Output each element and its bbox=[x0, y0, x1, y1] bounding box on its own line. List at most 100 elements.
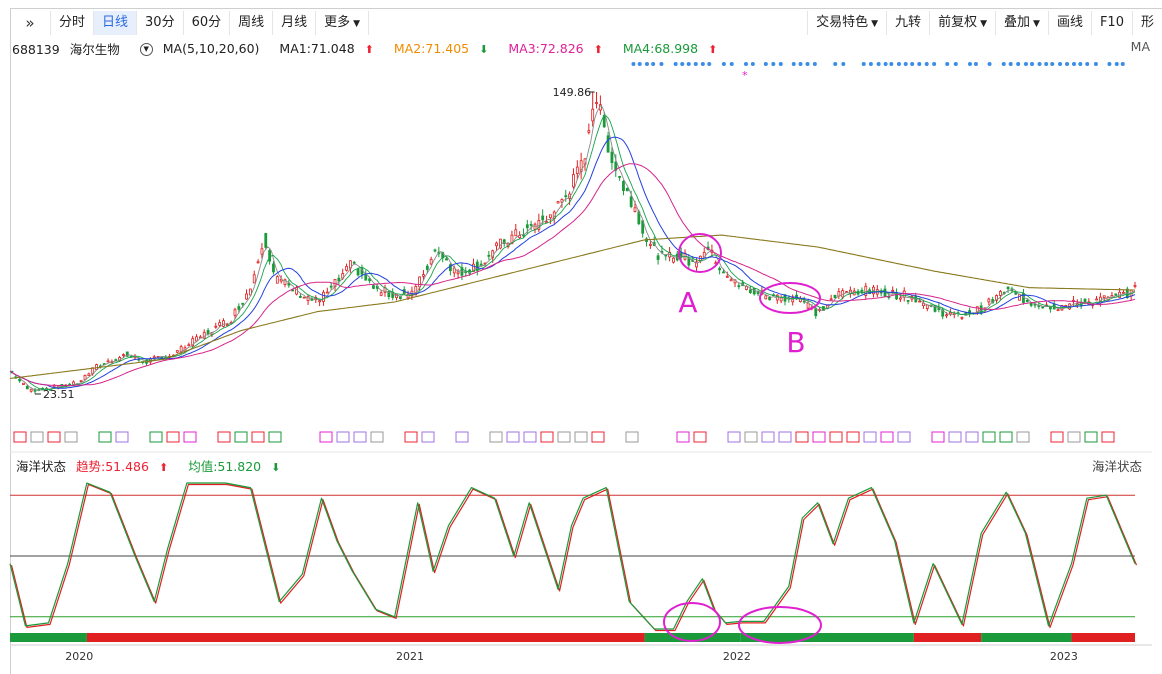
signal-marker bbox=[1084, 431, 1098, 443]
tab-weekly[interactable]: 周线 bbox=[230, 11, 274, 35]
candle-body bbox=[518, 235, 522, 239]
tab-monthly[interactable]: 月线 bbox=[273, 11, 317, 35]
ma-settings[interactable]: ▼ MA(5,10,20,60) bbox=[139, 40, 270, 56]
candle-body bbox=[114, 359, 118, 362]
signal-marker bbox=[98, 431, 112, 443]
tab-intraday[interactable]: 分时 bbox=[51, 11, 95, 35]
ma10-line bbox=[9, 115, 1136, 391]
candle-body bbox=[256, 261, 260, 264]
candle-body bbox=[433, 249, 437, 252]
dropdown-circle-icon[interactable]: ▼ bbox=[139, 42, 153, 56]
signal-marker bbox=[591, 431, 605, 443]
candle-body bbox=[345, 266, 348, 271]
ma60-line bbox=[9, 234, 1136, 380]
candle-body bbox=[302, 296, 306, 299]
candle-body bbox=[679, 252, 683, 258]
candle-body bbox=[225, 324, 229, 326]
candle-body bbox=[241, 302, 245, 305]
price-layer: 149.86 23.51 * bbox=[9, 62, 1152, 453]
signal-marker bbox=[1050, 431, 1064, 443]
signal-dot bbox=[743, 62, 748, 66]
trading-features-button[interactable]: 交易特色 ▼ bbox=[807, 11, 886, 35]
signal-marker bbox=[268, 431, 282, 443]
candle-body bbox=[1122, 292, 1125, 294]
candle-body bbox=[945, 314, 948, 317]
x-axis-label: 2020 bbox=[65, 650, 93, 663]
signal-dot bbox=[910, 62, 915, 66]
collapse-chevron-icon[interactable]: » bbox=[10, 11, 51, 35]
signal-marker bbox=[47, 431, 61, 443]
ma20-line bbox=[9, 136, 1136, 389]
state-bar-segment bbox=[981, 633, 1072, 642]
arrow-up-icon: ⬆ bbox=[708, 42, 718, 56]
signal-dot bbox=[876, 62, 881, 66]
candle-body bbox=[245, 293, 248, 300]
signal-dot bbox=[833, 62, 838, 66]
f10-button[interactable]: F10 bbox=[1090, 11, 1132, 35]
candle-body bbox=[325, 291, 329, 294]
forward-adjust-button[interactable]: 前复权 ▼ bbox=[929, 11, 995, 35]
candle-body bbox=[329, 285, 333, 288]
candle-body bbox=[502, 239, 506, 244]
overlay-button[interactable]: 叠加 ▼ bbox=[995, 11, 1048, 35]
trading-features-label: 交易特色 bbox=[816, 15, 869, 30]
candle-body bbox=[1041, 306, 1045, 309]
signal-dot bbox=[932, 62, 937, 66]
candle-body bbox=[864, 285, 868, 296]
nine-turn-button[interactable]: 九转 bbox=[886, 11, 929, 35]
signal-marker bbox=[149, 431, 163, 443]
tab-daily[interactable]: 日线 bbox=[94, 11, 138, 35]
candle-body bbox=[575, 166, 579, 174]
candle-body bbox=[925, 304, 929, 309]
candle-body bbox=[687, 258, 691, 266]
tab-30min[interactable]: 30分 bbox=[137, 11, 184, 35]
oscillator-header: 海洋状态 趋势:51.486 ⬆ 均值:51.820 ⬇ bbox=[16, 456, 300, 474]
tab-more[interactable]: 更多 ▼ bbox=[316, 11, 370, 35]
signal-marker bbox=[319, 431, 333, 443]
candle-body bbox=[625, 187, 629, 192]
annotation-label-b: B bbox=[786, 326, 805, 359]
candle-body bbox=[306, 295, 310, 302]
state-bar-segment bbox=[644, 633, 741, 642]
candle-body bbox=[768, 296, 772, 301]
candle-body bbox=[387, 291, 391, 298]
annotation-circle-b bbox=[759, 282, 821, 314]
oscillator-trend-line bbox=[9, 482, 1136, 630]
candle-body bbox=[1133, 285, 1137, 287]
signal-dot bbox=[1030, 62, 1035, 66]
candle-body bbox=[987, 298, 991, 303]
pattern-button[interactable]: 形 bbox=[1131, 11, 1162, 35]
ma-label: MA(5,10,20,60) bbox=[162, 40, 260, 56]
signal-dot bbox=[644, 62, 649, 66]
signal-marker bbox=[676, 431, 690, 443]
x-axis-label: 2023 bbox=[1050, 650, 1078, 663]
signal-dot bbox=[945, 62, 950, 66]
candle-body bbox=[695, 261, 698, 268]
candle-body bbox=[514, 229, 518, 237]
signal-dot bbox=[889, 62, 894, 66]
signal-dot bbox=[973, 62, 978, 66]
stock-code: 688139 bbox=[12, 41, 60, 57]
candle-body bbox=[29, 388, 33, 392]
signal-dot bbox=[1044, 62, 1049, 66]
candle-body bbox=[487, 254, 491, 257]
signal-marker bbox=[234, 431, 248, 443]
signal-marker bbox=[115, 431, 129, 443]
tool-buttons: 交易特色 ▼ 九转 前复权 ▼ 叠加 ▼ 画线 F10 形 bbox=[807, 10, 1162, 36]
candle-body bbox=[218, 322, 222, 326]
candle-body bbox=[672, 257, 675, 263]
signal-marker bbox=[999, 431, 1013, 443]
signal-marker bbox=[727, 431, 741, 443]
signal-dot bbox=[1114, 62, 1119, 66]
signal-dot bbox=[1058, 62, 1063, 66]
candle-body bbox=[248, 288, 252, 296]
candle-body bbox=[1006, 286, 1010, 290]
draw-line-button[interactable]: 画线 bbox=[1047, 11, 1091, 35]
signal-marker bbox=[370, 431, 384, 443]
tab-60min[interactable]: 60分 bbox=[184, 11, 231, 35]
state-bar-segment bbox=[740, 633, 914, 642]
signal-marker bbox=[336, 431, 350, 443]
candle-body bbox=[448, 264, 452, 272]
annotation-circle-osc-a bbox=[663, 602, 721, 642]
